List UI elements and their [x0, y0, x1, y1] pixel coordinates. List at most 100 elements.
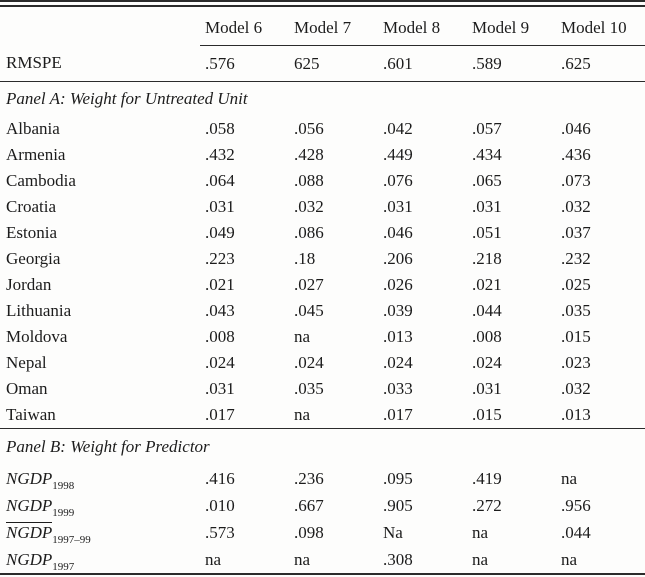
- cell-value: .031: [472, 197, 502, 216]
- table-row: Estonia .049 .086 .046 .051 .037: [0, 220, 645, 246]
- cell-value: .956: [561, 495, 591, 515]
- cell-value: .031: [383, 197, 413, 216]
- cell-value: .017: [205, 405, 235, 424]
- cell-value: .095: [383, 468, 413, 488]
- rmspe-label: RMSPE: [0, 45, 200, 82]
- cell-value: .049: [205, 223, 235, 242]
- table-row: Lithuania .043 .045 .039 .044 .035: [0, 298, 645, 324]
- cell-value: .027: [294, 275, 324, 294]
- cell-value: .086: [294, 223, 324, 242]
- cell-value: .051: [472, 223, 502, 242]
- cell-value: .024: [472, 353, 502, 372]
- table-row: NGDP1998.416.236.095.419 na: [0, 465, 645, 492]
- cell-value: .031: [472, 379, 502, 398]
- cell-value: .232: [561, 249, 591, 268]
- column-header: Model 7: [289, 7, 378, 46]
- column-header: Model 10: [556, 7, 645, 46]
- cell-value: .058: [205, 119, 235, 138]
- panel-b-title-row: Panel B: Weight for Predictor: [0, 428, 645, 465]
- table-row: Albania .058 .056 .042 .057 .046: [0, 116, 645, 142]
- rmspe-value: .625: [556, 45, 645, 82]
- cell-value: .432: [205, 145, 235, 164]
- cell-value: .037: [561, 223, 591, 242]
- table-row: Moldova .008 na .013 .008 .015: [0, 324, 645, 350]
- cell-value: na: [472, 549, 489, 569]
- panel-a-title: Panel A: Weight for Untreated Unit: [6, 89, 248, 108]
- cell-value: .044: [561, 522, 591, 542]
- cell-value: .039: [383, 301, 413, 320]
- rmspe-value: .601: [378, 45, 467, 82]
- cell-value: na: [294, 405, 311, 424]
- table-row: Nepal .024 .024 .024 .024 .023: [0, 350, 645, 376]
- predictor-subscript: 1998: [52, 479, 75, 492]
- cell-value: .024: [294, 353, 324, 372]
- table-row: Armenia .432 .428 .449 .434 .436: [0, 142, 645, 168]
- cell-value: .021: [472, 275, 502, 294]
- row-label: Georgia: [6, 249, 61, 268]
- table-row: Jordan .021 .027 .026 .021 .025: [0, 272, 645, 298]
- cell-value: .056: [294, 119, 324, 138]
- column-header: Model 9: [467, 7, 556, 46]
- cell-value: .021: [205, 275, 235, 294]
- rmspe-value: 625: [289, 45, 378, 82]
- top-double-rule: [0, 0, 645, 7]
- header-row: Model 6 Model 7 Model 8 Model 9 Model 10: [0, 7, 645, 46]
- row-label: NGDP1999: [0, 492, 200, 519]
- cell-value: .023: [561, 353, 591, 372]
- table-row: NGDP1997 na na .308 na na: [0, 546, 645, 573]
- cell-value: .042: [383, 119, 413, 138]
- cell-value: .18: [294, 249, 316, 268]
- cell-value: .065: [472, 171, 502, 190]
- cell-value: .419: [472, 468, 502, 488]
- cell-value: .015: [472, 405, 502, 424]
- cell-value: .043: [205, 301, 235, 320]
- cell-value: .088: [294, 171, 324, 190]
- table-row: Croatia .031 .032 .031 .031 .032: [0, 194, 645, 220]
- row-label: Estonia: [6, 223, 57, 242]
- table-row: NGDP1999.010.667.905.272.956: [0, 492, 645, 519]
- cell-value: .035: [294, 379, 324, 398]
- column-header: Model 6: [200, 7, 289, 46]
- row-label: NGDP1997–99: [0, 519, 200, 546]
- row-label: Moldova: [6, 327, 68, 346]
- cell-value: .013: [561, 405, 591, 424]
- bottom-double-rule: [0, 573, 645, 577]
- predictor-subscript: 1999: [52, 506, 75, 519]
- table-row: NGDP1997–99.573.098 Na na .044: [0, 519, 645, 546]
- cell-value: .032: [561, 197, 591, 216]
- predictor-name: NGDP: [6, 522, 53, 542]
- row-label: Armenia: [6, 145, 66, 164]
- table-row: Taiwan .017 na .017 .015 .013: [0, 402, 645, 429]
- table-row: Cambodia .064 .088 .076 .065 .073: [0, 168, 645, 194]
- cell-value: .436: [561, 145, 591, 164]
- cell-value: .015: [561, 327, 591, 346]
- cell-value: .449: [383, 145, 413, 164]
- cell-value: .025: [561, 275, 591, 294]
- cell-value: na: [561, 549, 578, 569]
- cell-value: .667: [294, 495, 324, 515]
- column-header: Model 8: [378, 7, 467, 46]
- row-label: Oman: [6, 379, 48, 398]
- row-label: Lithuania: [6, 301, 72, 320]
- cell-value: .272: [472, 495, 502, 515]
- cell-value: .098: [294, 522, 324, 542]
- cell-value: .308: [383, 549, 413, 569]
- cell-value: .033: [383, 379, 413, 398]
- cell-value: .206: [383, 249, 413, 268]
- cell-value: .045: [294, 301, 324, 320]
- row-label: Cambodia: [6, 171, 76, 190]
- header-empty-cell: [0, 7, 200, 46]
- cell-value: na: [472, 522, 489, 542]
- row-label: Croatia: [6, 197, 57, 216]
- rmspe-value: .589: [467, 45, 556, 82]
- table-row: Oman .031 .035 .033 .031 .032: [0, 376, 645, 402]
- cell-value: .024: [205, 353, 235, 372]
- row-label: NGDP1998: [0, 465, 200, 492]
- row-label: NGDP1997: [0, 546, 200, 573]
- cell-value: .032: [294, 197, 324, 216]
- cell-value: .017: [383, 405, 413, 424]
- predictor-name: NGDP: [6, 495, 53, 515]
- cell-value: .032: [561, 379, 591, 398]
- table-row: Georgia .223 .18 .206 .218 .232: [0, 246, 645, 272]
